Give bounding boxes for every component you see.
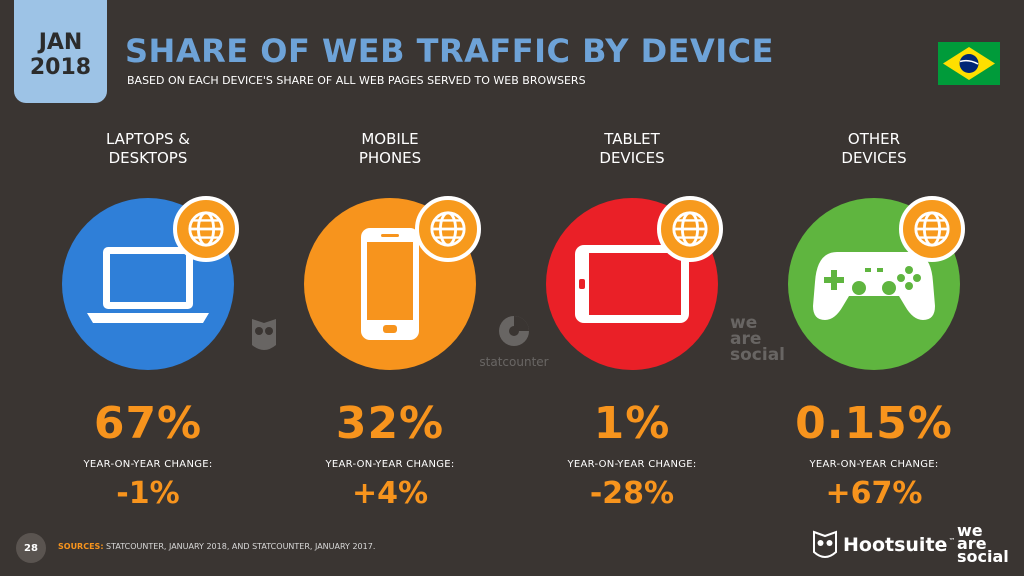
device-circle-wrap (62, 196, 239, 370)
share-value: 32% (335, 398, 445, 449)
share-value: 0.15% (795, 398, 953, 449)
device-label-line2: DESKTOPS (108, 149, 188, 167)
device-label: TABLET DEVICES (599, 130, 664, 172)
logo-line: social (957, 547, 1009, 566)
hootsuite-logo: Hootsuite ™ (812, 530, 955, 560)
globe-icon (173, 196, 239, 262)
device-column-tablet: TABLET DEVICES 1% YEAR-ON-YEAR CHANGE: -… (512, 130, 752, 511)
device-label: OTHER DEVICES (841, 130, 906, 172)
device-label-line1: OTHER (847, 130, 901, 148)
statcounter-watermark: statcounter (474, 314, 554, 369)
weare-social-watermark: we are social (730, 313, 786, 365)
yoy-value: -1% (116, 476, 180, 511)
watermark-line: social (730, 345, 786, 365)
yoy-label: YEAR-ON-YEAR CHANGE: (83, 459, 213, 470)
globe-icon (899, 196, 965, 262)
page-number: 28 (16, 533, 46, 563)
device-label-line1: LAPTOPS & (105, 130, 190, 148)
device-label-line1: MOBILE (361, 130, 419, 148)
sources-text: STATCOUNTER, JANUARY 2018, AND STATCOUNT… (103, 542, 376, 551)
device-circle-wrap (788, 196, 965, 370)
yoy-value: -28% (589, 476, 675, 511)
phone-icon (361, 228, 419, 340)
device-label: LAPTOPS & DESKTOPS (106, 130, 190, 172)
watermark-line: are (730, 329, 762, 349)
device-label-line2: DEVICES (841, 149, 907, 167)
yoy-label: YEAR-ON-YEAR CHANGE: (325, 459, 455, 470)
laptop-icon (87, 247, 209, 323)
share-value: 67% (93, 398, 203, 449)
yoy-label: YEAR-ON-YEAR CHANGE: (567, 459, 697, 470)
globe-icon (657, 196, 723, 262)
device-column-mobile: MOBILE PHONES 32% YEAR-ON-YEAR CHANGE: +… (270, 130, 510, 511)
device-column-other: OTHER DEVICES 0.15% YEAR-ON-YEAR CHANGE: (754, 130, 994, 511)
yoy-value: +4% (351, 476, 429, 511)
gamepad-icon (813, 252, 935, 320)
sources-label: SOURCES: (58, 542, 104, 551)
share-value: 1% (593, 398, 671, 449)
badge-year: 2018 (29, 54, 92, 80)
device-label: MOBILE PHONES (359, 130, 421, 172)
device-label-line2: PHONES (358, 149, 422, 167)
globe-icon (415, 196, 481, 262)
yoy-label: YEAR-ON-YEAR CHANGE: (809, 459, 939, 470)
hootsuite-tm: ™ (948, 537, 956, 545)
device-circle-wrap (304, 196, 481, 370)
device-column-laptops: LAPTOPS & DESKTOPS 67% YEAR-ON-YEAR CHAN… (28, 130, 268, 511)
statcounter-logo-icon (499, 316, 529, 346)
hootsuite-text: Hootsuite (843, 534, 948, 556)
sources-footnote: SOURCES: STATCOUNTER, JANUARY 2018, AND … (58, 542, 375, 551)
page-subtitle: BASED ON EACH DEVICE'S SHARE OF ALL WEB … (127, 74, 586, 87)
hootsuite-owl-watermark-icon (250, 315, 278, 355)
hootsuite-owl-icon (813, 530, 837, 558)
page-title: SHARE OF WEB TRAFFIC BY DEVICE (125, 32, 774, 70)
tablet-icon (575, 245, 689, 323)
statcounter-text: statcounter (479, 355, 549, 369)
device-label-line1: TABLET (604, 130, 660, 148)
date-badge: JAN 2018 (14, 0, 107, 103)
weare-social-logo: we are social (957, 521, 1009, 566)
device-circle-wrap (546, 196, 723, 370)
badge-month: JAN (38, 29, 83, 55)
watermark-line: we (730, 313, 758, 333)
device-label-line2: DEVICES (599, 149, 665, 167)
yoy-value: +67% (825, 476, 923, 511)
brazil-flag-icon (938, 42, 1000, 85)
logo-line: we (957, 521, 983, 540)
logo-line: are (957, 534, 987, 553)
